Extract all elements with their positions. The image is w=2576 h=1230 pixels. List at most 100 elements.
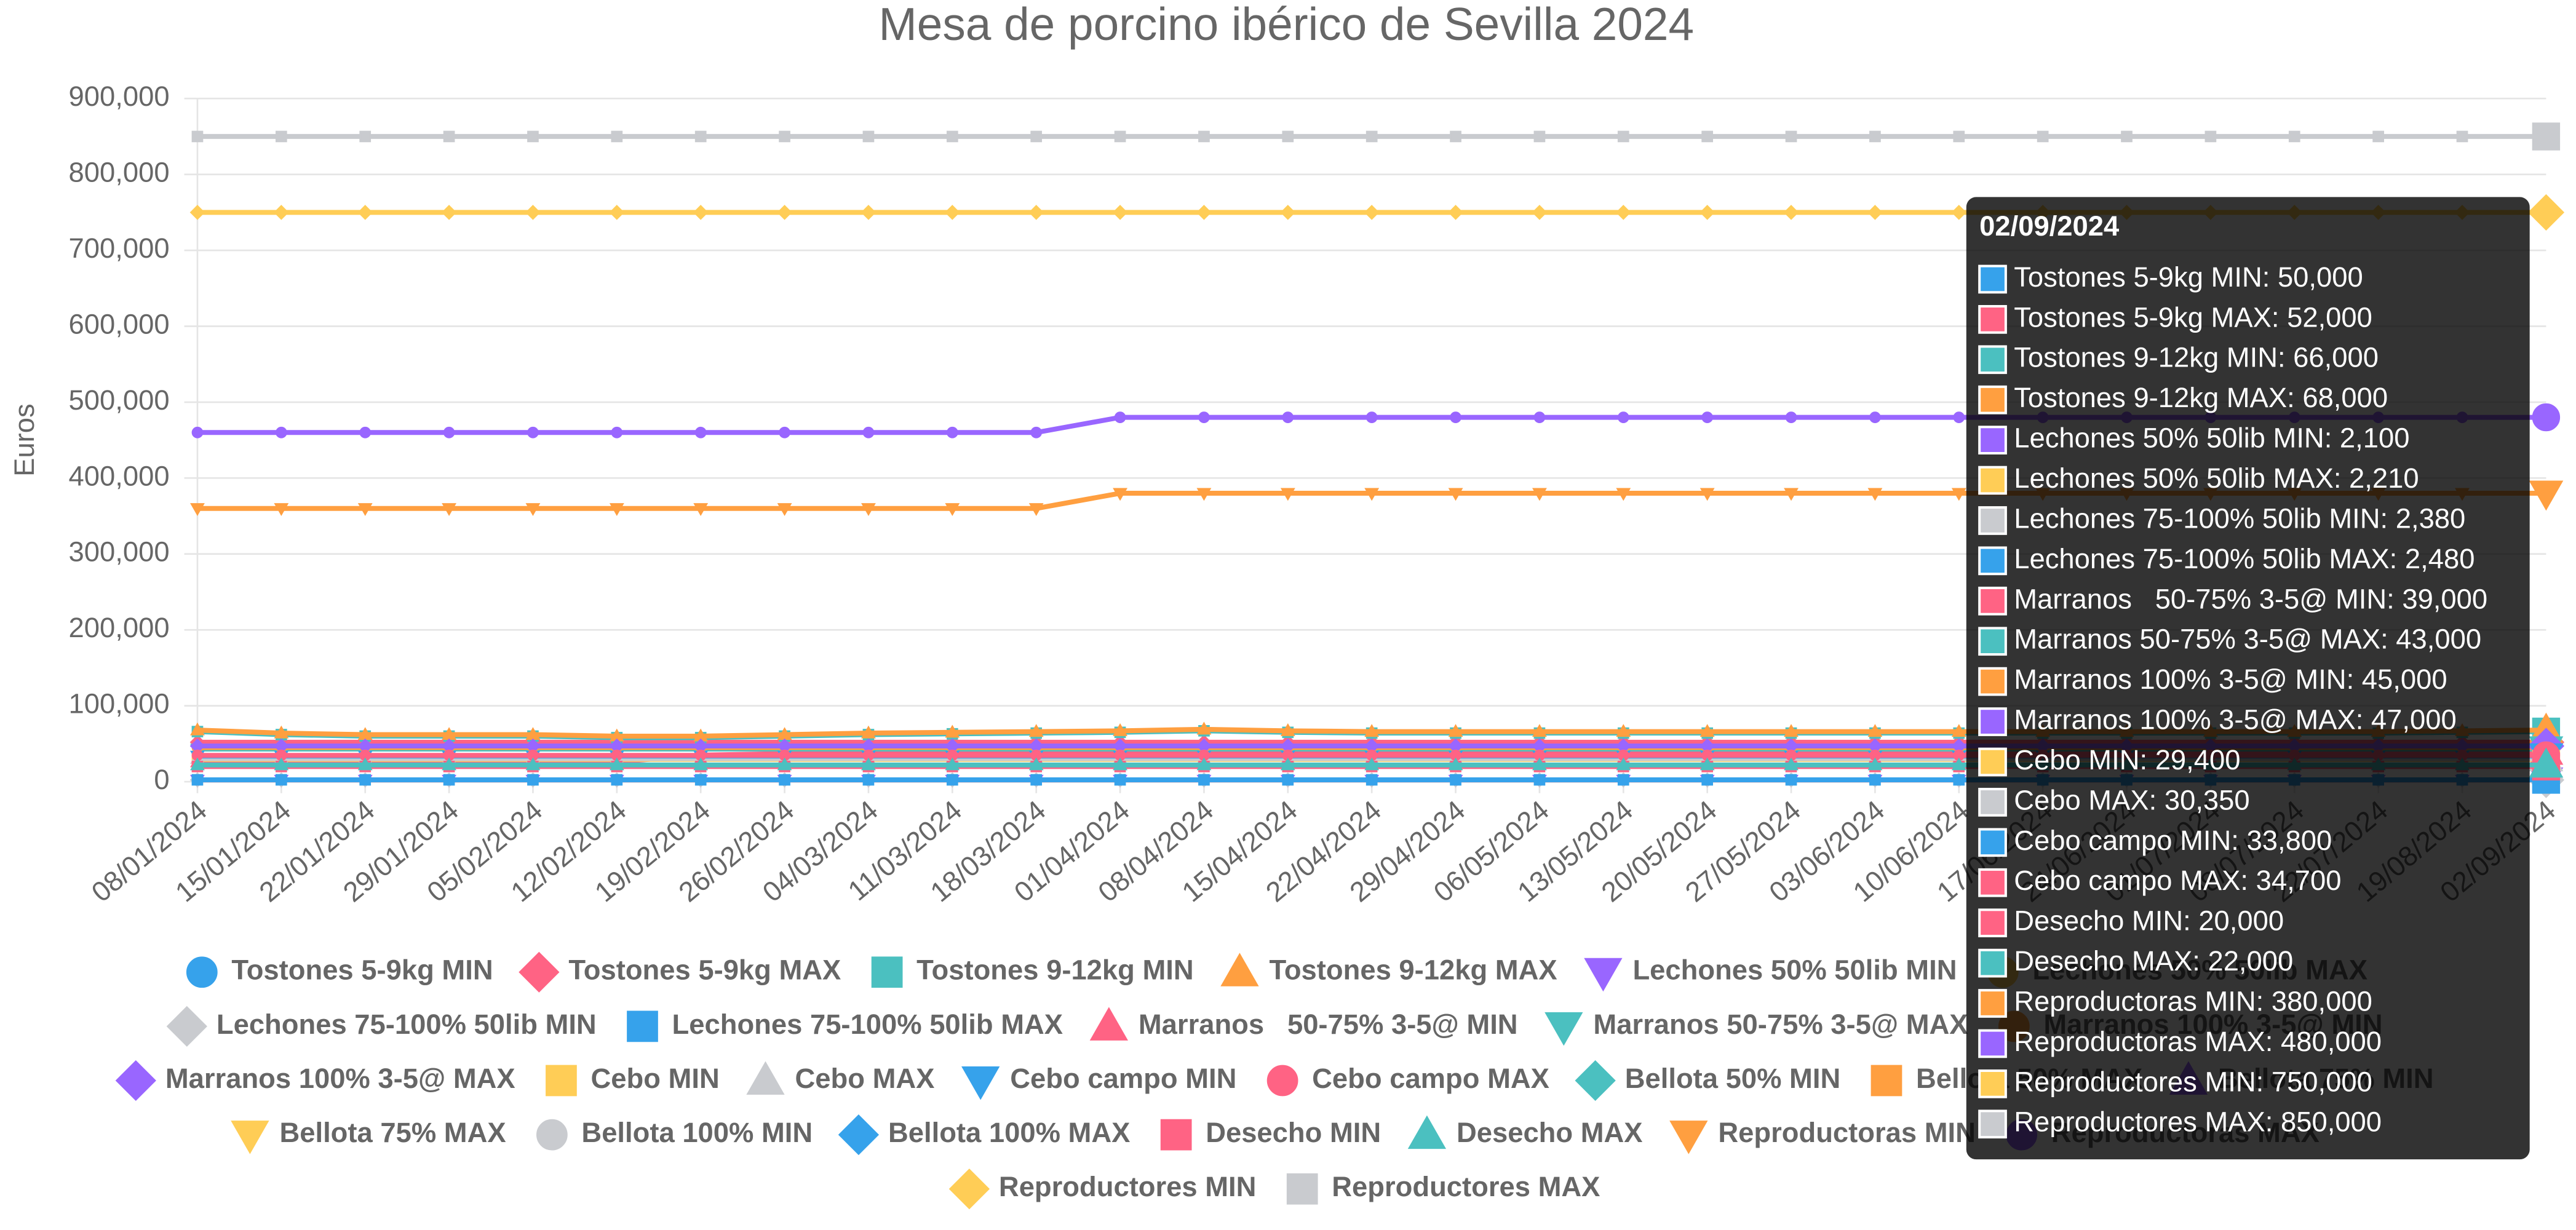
point	[357, 757, 373, 771]
point	[525, 757, 541, 771]
point	[1533, 774, 1546, 786]
point	[2456, 130, 2468, 143]
point	[1785, 411, 1797, 423]
legend-label: Marranos 50-75% 3-5@ MAX	[1593, 1009, 1968, 1040]
tooltip-item: Lechones 50% 50lib MIN: 2,100	[2014, 423, 2409, 454]
point	[189, 205, 205, 220]
point	[694, 130, 707, 143]
legend-item: Cebo campo MAX	[1266, 1063, 1549, 1097]
legend-marker	[115, 1060, 156, 1101]
point	[777, 503, 792, 517]
point	[190, 503, 205, 517]
legend-marker	[186, 956, 218, 988]
tooltip-swatch	[1978, 627, 2007, 656]
point	[1280, 723, 1295, 736]
point	[2288, 130, 2300, 143]
legend-marker	[1286, 1173, 1318, 1205]
point	[1448, 724, 1463, 737]
point	[2037, 130, 2049, 143]
point	[1784, 757, 1799, 771]
legend-label: Cebo campo MIN	[1010, 1063, 1236, 1094]
legend-label: Reproductores MAX	[1332, 1171, 1600, 1202]
legend-marker	[871, 956, 903, 988]
tooltip-item: Lechones 50% 50lib MAX: 2,210	[2014, 462, 2419, 494]
legend-item: Lechones 50% 50lib MIN	[1584, 954, 1957, 992]
point	[1532, 724, 1547, 737]
point	[274, 725, 289, 739]
legend-marker	[546, 1065, 577, 1097]
y-axis-label: Euros	[9, 403, 40, 477]
legend-marker	[838, 1114, 880, 1156]
point	[443, 774, 455, 786]
point	[191, 426, 204, 438]
point	[1028, 205, 1044, 220]
point	[861, 503, 876, 517]
chart-title: Mesa de porcino ibérico de Sevilla 2024	[879, 0, 1695, 50]
point	[191, 130, 204, 143]
point	[945, 724, 960, 738]
legend-label: Reproductores MIN	[999, 1171, 1257, 1202]
legend-label: Tostones 9-12kg MIN	[916, 954, 1193, 986]
point	[1282, 411, 1294, 423]
point	[274, 205, 289, 220]
legend-item: Reproductoras MIN	[1669, 1117, 1976, 1154]
point	[1617, 774, 1629, 786]
legend-item: Lechones 75-100% 50lib MAX	[627, 1009, 1063, 1042]
point	[1532, 488, 1547, 501]
point	[1615, 205, 1631, 220]
point	[1953, 411, 1965, 423]
tooltip-item: Marranos 100% 3-5@ MIN: 45,000	[2014, 664, 2447, 695]
point	[191, 774, 204, 786]
tooltip-item: Cebo campo MAX: 34,700	[2014, 865, 2341, 896]
legend-item: Cebo MAX	[746, 1061, 934, 1095]
point	[525, 503, 541, 517]
point	[1951, 488, 1966, 501]
legend-item: Bellota 50% MIN	[1575, 1060, 1840, 1101]
point	[693, 503, 709, 517]
tooltip-item: Desecho MAX: 22,000	[2014, 945, 2293, 977]
legend-item: Bellota 75% MAX	[231, 1117, 506, 1154]
tooltip-swatch	[1978, 385, 2007, 415]
tooltip-item: Cebo MIN: 29,400	[2014, 744, 2240, 776]
tooltip-swatch	[1978, 466, 2007, 495]
tooltip-item: Tostones 5-9kg MAX: 52,000	[2014, 301, 2372, 333]
point	[190, 722, 205, 736]
point	[1114, 130, 1126, 143]
legend-item: Reproductores MIN	[948, 1168, 1257, 1210]
point	[1030, 426, 1043, 438]
tooltip-swatch	[1978, 546, 2007, 576]
point	[1364, 757, 1380, 771]
point	[1282, 774, 1294, 786]
point	[1617, 411, 1629, 423]
point	[1028, 757, 1044, 771]
point	[946, 774, 958, 786]
y-tick-label: 300,000	[69, 536, 170, 568]
tooltip-swatch	[1978, 1109, 2007, 1139]
point	[1532, 757, 1547, 771]
point	[1113, 488, 1127, 501]
point	[1114, 774, 1126, 786]
point	[945, 757, 960, 771]
legend-label: Lechones 50% 50lib MIN	[1632, 954, 1957, 986]
tooltip-swatch	[1978, 707, 2007, 736]
point	[1869, 130, 1881, 143]
tooltip-swatch	[1978, 989, 2007, 1018]
point	[777, 205, 792, 220]
point	[1030, 774, 1043, 786]
point	[1533, 411, 1546, 423]
tooltip-item: Desecho MIN: 20,000	[2014, 905, 2284, 937]
legend-item: Marranos 50-75% 3-5@ MIN	[1089, 1007, 1518, 1041]
point	[527, 130, 539, 143]
point	[1784, 488, 1799, 501]
point	[1699, 205, 1715, 220]
legend-label: Lechones 75-100% 50lib MIN	[217, 1009, 597, 1040]
point	[1280, 205, 1296, 220]
tooltip-item: Lechones 75-100% 50lib MAX: 2,480	[2014, 543, 2475, 574]
point	[1532, 205, 1548, 220]
legend-label: Desecho MIN	[1206, 1117, 1381, 1148]
legend-item: Bellota 100% MIN	[536, 1117, 813, 1151]
legend-marker	[746, 1061, 785, 1095]
point	[862, 774, 875, 786]
